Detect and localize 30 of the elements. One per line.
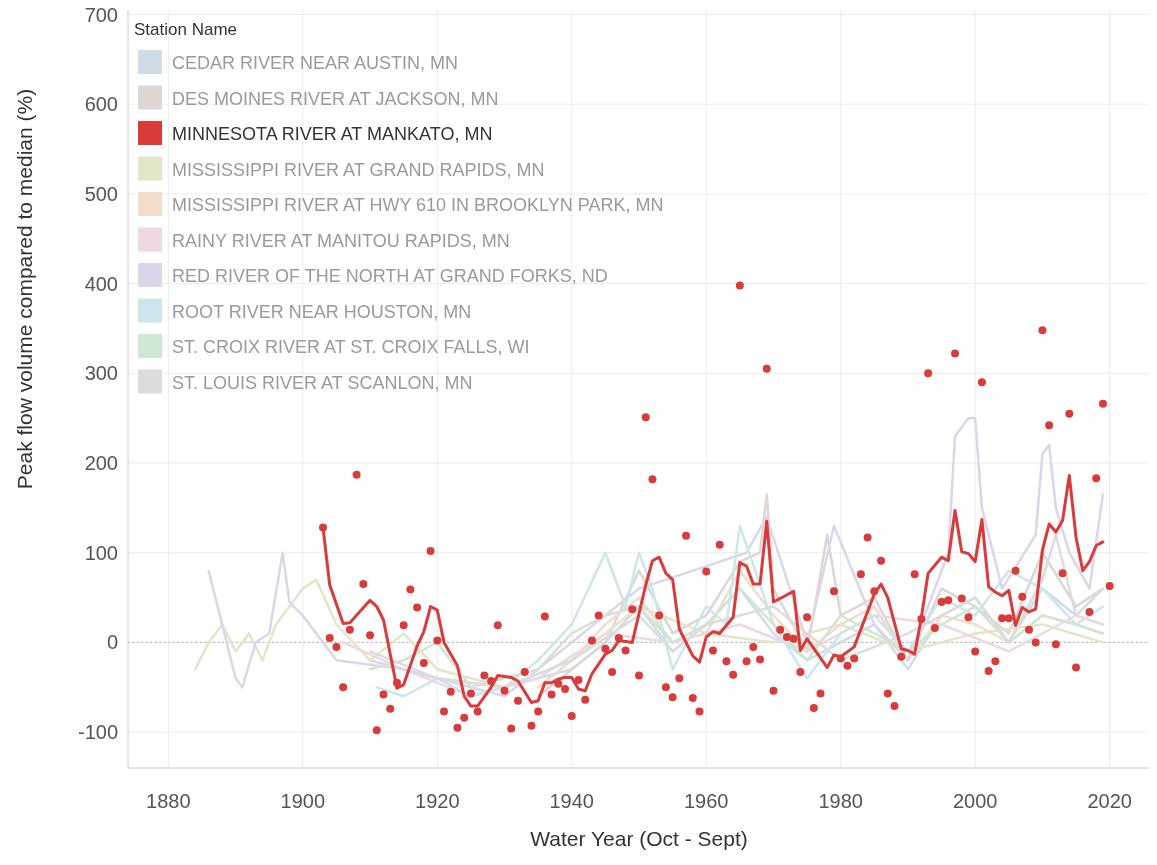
y-axis-title: Peak flow volume compared to median (%) <box>13 88 36 490</box>
y-tick-label: 600 <box>84 93 118 116</box>
y-tick-label: 700 <box>84 3 118 26</box>
legend-label: RED RIVER OF THE NORTH AT GRAND FORKS, ND <box>172 266 608 286</box>
legend-label: MISSISSIPPI RIVER AT HWY 610 IN BROOKLYN PARK, MN <box>172 195 664 215</box>
x-tick-label: 1960 <box>683 790 729 812</box>
y-tick-label: 200 <box>84 452 118 475</box>
y-tick-label: -100 <box>77 721 118 744</box>
legend-title: Station Name <box>134 20 237 39</box>
y-tick-label: 0 <box>106 631 118 654</box>
x-tick-label: 1920 <box>415 790 460 812</box>
x-tick-label: 1880 <box>146 790 191 812</box>
legend-label: ROOT RIVER NEAR HOUSTON, MN <box>172 301 472 322</box>
legend-label: ST. LOUIS RIVER AT SCANLON, MN <box>172 372 473 393</box>
legend-label: RAINY RIVER AT MANITOU RAPIDS, MN <box>172 230 510 251</box>
x-tick-label: 1980 <box>818 790 863 812</box>
x-axis-title: Water Year (Oct - Sept) <box>530 827 748 850</box>
legend-label: MINNESOTA RIVER AT MANKATO, MN <box>172 124 493 144</box>
legend-label: DES MOINES RIVER AT JACKSON, MN <box>172 88 499 109</box>
legend-label: MISSISSIPPI RIVER AT GRAND RAPIDS, MN <box>172 159 545 180</box>
legend-label: ST. CROIX RIVER AT ST. CROIX FALLS, WI <box>172 337 530 357</box>
y-tick-label: 400 <box>84 272 118 295</box>
legend-label: CEDAR RIVER NEAR AUSTIN, MN <box>172 53 459 73</box>
x-tick-label: 2000 <box>952 790 998 812</box>
y-tick-label: 300 <box>84 362 118 385</box>
y-tick-label: 500 <box>84 182 118 205</box>
x-tick-label: 1940 <box>549 790 595 812</box>
x-tick-label: 2020 <box>1087 790 1132 812</box>
y-tick-label: 100 <box>84 541 118 564</box>
x-tick-label: 1900 <box>280 790 326 812</box>
